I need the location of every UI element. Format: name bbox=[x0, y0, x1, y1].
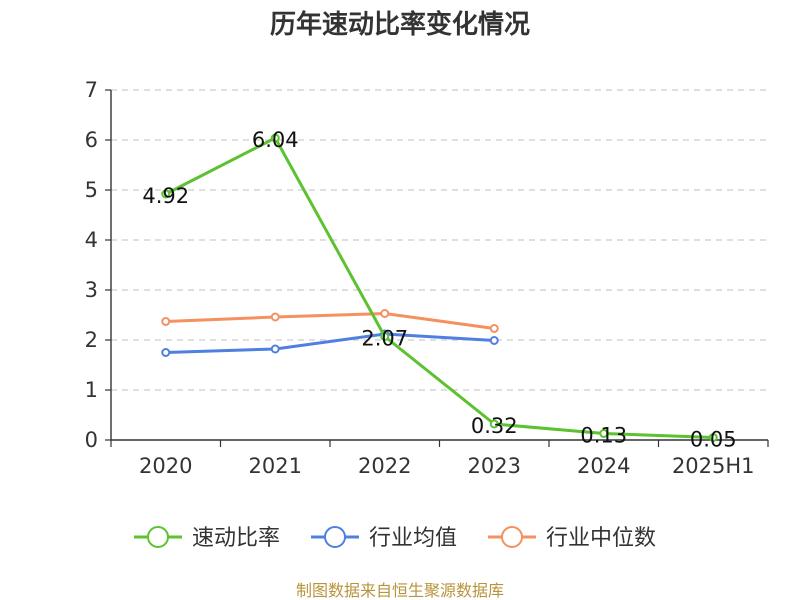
data-point bbox=[708, 433, 718, 442]
data-point bbox=[270, 133, 280, 143]
source-note: 制图数据来自恒生聚源数据库 bbox=[296, 581, 504, 600]
legend-label: 行业中位数 bbox=[546, 526, 656, 551]
x-tick-label: 2022 bbox=[358, 454, 411, 478]
x-tick-label: 2021 bbox=[249, 454, 302, 478]
legend: 速动比率 行业均值 行业中位数 bbox=[134, 526, 656, 551]
series-line bbox=[165, 312, 495, 330]
y-tick-label: 0 bbox=[85, 428, 98, 452]
x-tick-label: 2024 bbox=[577, 454, 630, 478]
y-tick-label: 1 bbox=[85, 378, 98, 402]
data-labels: 4.92 6.04 2.07 0.32 0.13 0.05 bbox=[142, 128, 736, 452]
series-line bbox=[165, 332, 495, 354]
data-label: 0.05 bbox=[690, 428, 737, 452]
data-point bbox=[489, 324, 499, 333]
legend-label: 行业均值 bbox=[369, 526, 457, 551]
legend-item: 行业均值 bbox=[311, 526, 457, 551]
x-tick-label: 2025H1 bbox=[672, 454, 755, 478]
legend-marker bbox=[501, 526, 523, 548]
x-tick-label: 2020 bbox=[139, 454, 192, 478]
y-tick-label: 7 bbox=[85, 78, 98, 102]
legend-marker bbox=[324, 526, 346, 548]
data-point bbox=[380, 309, 390, 318]
data-label: 0.32 bbox=[471, 414, 518, 438]
data-point bbox=[599, 429, 609, 438]
legend-marker bbox=[147, 526, 169, 548]
x-tick-label: 2023 bbox=[468, 454, 521, 478]
data-label: 4.92 bbox=[142, 184, 189, 208]
legend-label: 速动比率 bbox=[192, 526, 280, 551]
data-label: 6.04 bbox=[252, 128, 299, 152]
y-tick-label: 4 bbox=[85, 228, 98, 252]
series-line bbox=[165, 136, 714, 439]
y-tick-label: 2 bbox=[85, 328, 98, 352]
data-point bbox=[270, 344, 280, 354]
data-point bbox=[161, 189, 171, 199]
data-point bbox=[489, 336, 499, 345]
y-tick-label: 5 bbox=[85, 178, 98, 202]
data-point bbox=[489, 419, 499, 429]
y-tick-label: 3 bbox=[85, 278, 98, 302]
legend-item: 速动比率 bbox=[134, 526, 280, 551]
series-lines bbox=[161, 133, 718, 442]
data-label: 0.13 bbox=[580, 424, 627, 448]
grid bbox=[111, 89, 768, 391]
legend-item: 行业中位数 bbox=[488, 526, 656, 551]
data-point bbox=[161, 317, 171, 326]
data-point bbox=[380, 332, 390, 341]
chart-title: 历年速动比率变化情况 bbox=[270, 9, 530, 40]
data-point bbox=[270, 312, 280, 322]
data-point bbox=[161, 348, 171, 357]
data-label: 2.07 bbox=[361, 327, 408, 351]
y-tick-label: 6 bbox=[85, 128, 98, 152]
axes: 0 1 2 3 4 5 6 7 2020 2021 2022 2023 2024 2025H1 bbox=[85, 78, 769, 478]
